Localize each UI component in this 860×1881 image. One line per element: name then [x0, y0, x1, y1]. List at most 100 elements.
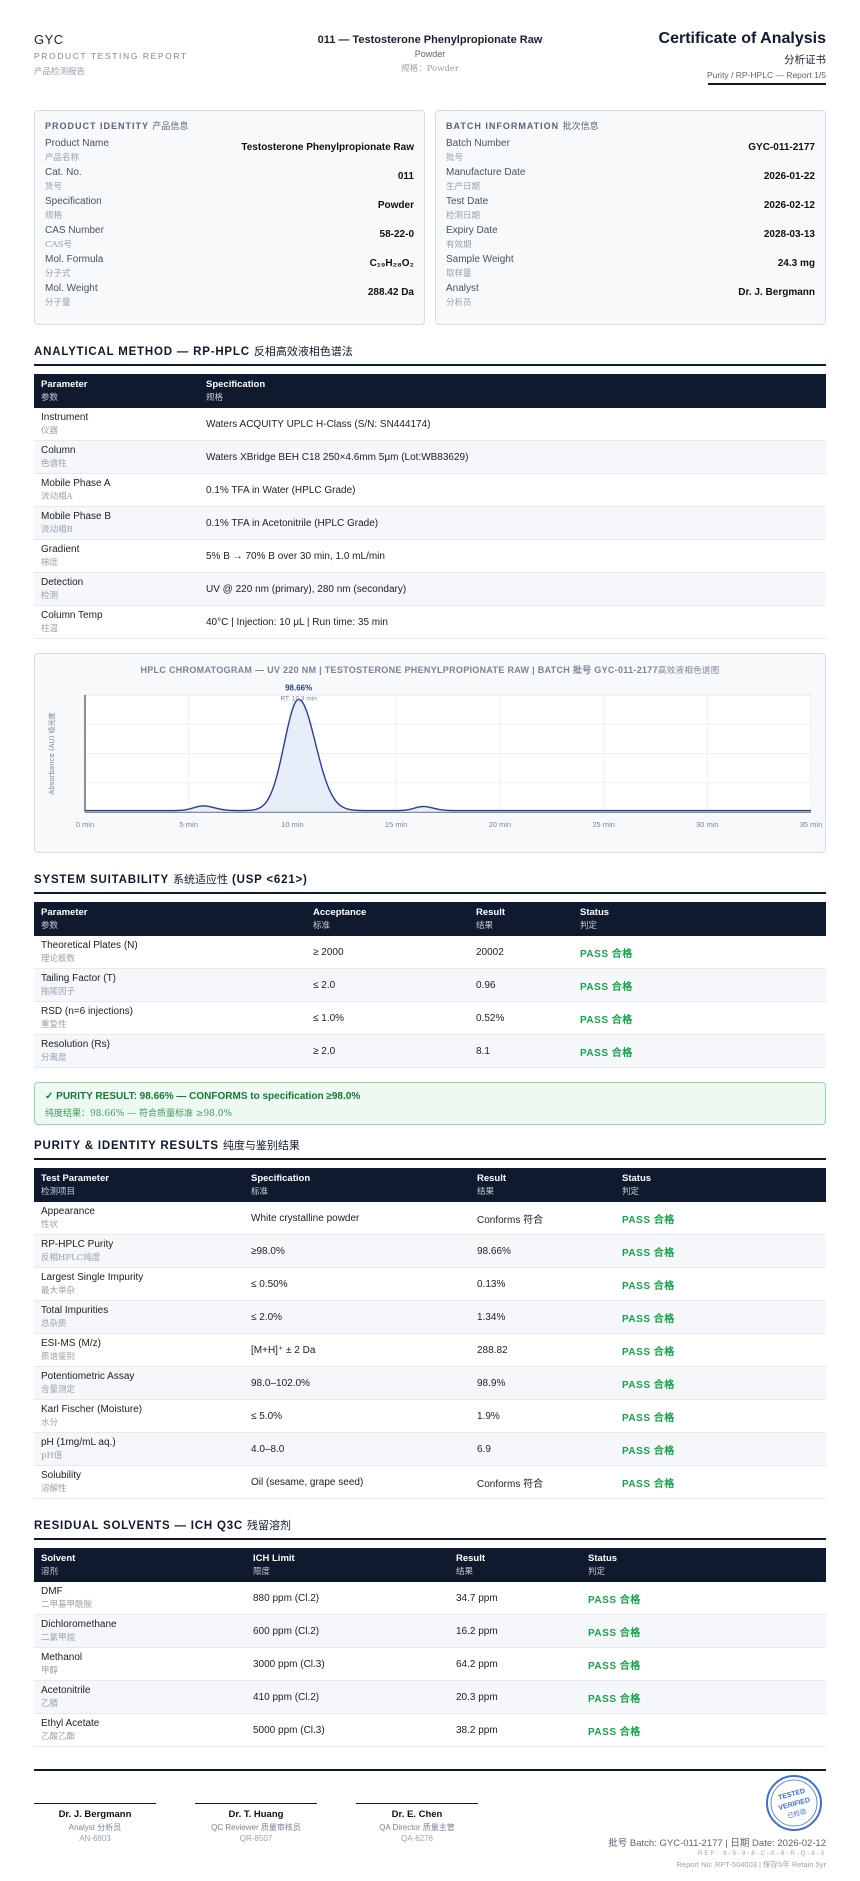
purity-result: 1.9% — [477, 1410, 500, 1422]
method-spec: 5% B → 70% B over 30 min, 1.0 mL/min — [206, 550, 385, 562]
suitability-result-cell: 0.96 — [469, 968, 573, 1002]
purity-result-cell: 1.34% — [470, 1300, 615, 1334]
method-row: Mobile Phase A 流动相A 0.1% TFA in Water (HPL… — [34, 473, 826, 507]
purity-param-cell: Karl Fischer (Moisture) 水分 — [34, 1399, 244, 1433]
purity-spec-cell: [M+H]⁺ ± 2 Da — [244, 1333, 470, 1367]
purity-param: ESI-MS (M/z) — [41, 1338, 101, 1349]
solvents-param-cell: DMF 二甲基甲酰胺 — [34, 1582, 246, 1615]
method-row: Column Temp 柱温 40°C | Injection: 10 μL | R… — [34, 605, 826, 639]
purity-table-body: Appearance 性状 White crystalline powder Conf… — [34, 1202, 826, 1499]
purity-spec-cell: ≥98.0% — [244, 1234, 470, 1268]
signer-name: Dr. J. Bergmann — [58, 1809, 132, 1820]
purity-result-cell: 98.66% — [470, 1234, 615, 1268]
solvents-status-cell: PASS 合格 — [581, 1614, 826, 1648]
batch-label: Batch Number — [446, 138, 510, 149]
solvents-title-zh: 残留溶剂 — [247, 1519, 292, 1532]
purity-param: Karl Fischer (Moisture) — [41, 1404, 143, 1415]
suitability-acceptance: ≥ 2.0 — [313, 1045, 336, 1057]
batch-row: Manufacture Date 生产日期 2026-01-22 — [446, 167, 815, 196]
suitability-result-cell: 8.1 — [469, 1034, 573, 1068]
method-row: Instrument 仪器 Waters ACQUITY UPLC H-Class … — [34, 408, 826, 441]
purity-param-cell: pH (1mg/mL aq.) pH值 — [34, 1432, 244, 1466]
method-title-en: ANALYTICAL METHOD — RP-HPLC — [34, 346, 250, 358]
solvents-param-zh: 乙腈 — [41, 1699, 59, 1709]
purity-param-cell: RP-HPLC Purity 反相HPLC纯度 — [34, 1234, 244, 1268]
suitability-param-cell: RSD (n=6 injections) 重复性 — [34, 1001, 306, 1035]
product-identity-panel: PRODUCT IDENTITY 产品信息 Product Name 产品名称 Te… — [34, 110, 425, 325]
purity-status: PASS 合格 — [622, 1379, 675, 1391]
purity-status: PASS 合格 — [622, 1247, 675, 1259]
solvents-status: PASS 合格 — [588, 1594, 641, 1606]
purity-row: Potentiometric Assay 含量测定 98.0–102.0% 98.9%… — [34, 1366, 826, 1400]
batch-label-zh: 批号 — [446, 153, 464, 163]
suitability-param-cell: Theoretical Plates (N) 理论板数 — [34, 936, 306, 969]
method-spec-cell: 40°C | Injection: 10 μL | Run time: 35 m… — [199, 605, 826, 639]
identity-label-zh: 产品名称 — [45, 153, 80, 163]
batch-label-block: Sample Weight 取样量 — [446, 254, 514, 279]
identity-value: Testosterone Phenylpropionate Raw — [241, 142, 414, 153]
product-form-zh: 规格：Powder — [401, 64, 459, 74]
signature-line — [195, 1803, 317, 1804]
x-tick-label: 10 min — [281, 820, 304, 829]
suitability-status-cell: PASS 合格 — [573, 1001, 826, 1035]
solvents-header-cell: ICH Limit 限度 — [246, 1548, 449, 1582]
report-header: GYC PRODUCT TESTING REPORT 产品检测报告 011 — … — [34, 0, 826, 110]
purity-result-line-zh: 纯度结果：98.66% — 符合质量标准 ≥98.0% — [45, 1109, 233, 1119]
purity-status: PASS 合格 — [622, 1280, 675, 1292]
purity-header-cell: Status 判定 — [615, 1168, 826, 1202]
identity-label-block: Product Name 产品名称 — [45, 138, 109, 163]
solvents-header-label-zh: 溶剂 — [41, 1567, 59, 1577]
batch-row: Test Date 检测日期 2026-02-12 — [446, 196, 815, 225]
solvents-row: Methanol 甲醇 3000 ppm (Cl.3) 64.2 ppm PASS 合格 — [34, 1647, 826, 1681]
solvents-result-cell: 16.2 ppm — [449, 1614, 581, 1648]
purity-header-cell: Result 结果 — [470, 1168, 615, 1202]
identity-row: Product Name 产品名称 Testosterone Phenylpropi… — [45, 138, 414, 167]
method-spec-cell: 5% B → 70% B over 30 min, 1.0 mL/min — [199, 539, 826, 573]
method-param-cell: Column 色谱柱 — [34, 440, 199, 474]
method-param-zh: 仪器 — [41, 426, 59, 436]
solvents-result-cell: 20.3 ppm — [449, 1680, 581, 1714]
method-title-zh: 反相高效液相色谱法 — [253, 345, 353, 358]
method-param-zh: 梯度 — [41, 558, 59, 568]
suitability-header-label-zh: 判定 — [580, 921, 598, 931]
purity-status-cell: PASS 合格 — [615, 1267, 826, 1301]
doc-title-zh: 分析证书 — [784, 54, 826, 66]
purity-result: 1.34% — [477, 1311, 506, 1323]
method-spec: 40°C | Injection: 10 μL | Run time: 35 m… — [206, 616, 388, 628]
purity-spec-cell: 98.0–102.0% — [244, 1366, 470, 1400]
y-axis-label: Absorbance (AU) 吸光度 — [47, 712, 56, 794]
identity-row: Specification 规格 Powder — [45, 196, 414, 225]
identity-label: Mol. Weight — [45, 283, 98, 294]
solvents-limit-cell: 600 ppm (Cl.2) — [246, 1614, 449, 1648]
purity-status: PASS 合格 — [622, 1214, 675, 1226]
suitability-result-cell: 0.52% — [469, 1001, 573, 1035]
purity-param: RP-HPLC Purity — [41, 1239, 114, 1250]
brand-block: GYC PRODUCT TESTING REPORT 产品检测报告 — [34, 32, 188, 77]
signer-id: AN-6803 — [79, 1834, 111, 1843]
purity-result: 98.66% — [477, 1245, 511, 1257]
solvents-header-cell: Result 结果 — [449, 1548, 581, 1582]
suitability-row: Tailing Factor (T) 拖尾因子 ≤ 2.0 0.96 PASS 合格 — [34, 968, 826, 1002]
batch-info-title-zh: 批次信息 — [562, 122, 599, 132]
batch-label: Analyst — [446, 283, 479, 294]
purity-param-zh: 性状 — [41, 1220, 59, 1230]
signer-name: Dr. E. Chen — [391, 1809, 443, 1820]
solvents-header-label-zh: 限度 — [253, 1567, 271, 1577]
suitability-header-label-zh: 标准 — [313, 921, 331, 931]
method-spec: UV @ 220 nm (primary), 280 nm (secondary… — [206, 583, 407, 595]
suitability-acceptance-cell: ≤ 2.0 — [306, 968, 469, 1002]
solvents-row: Ethyl Acetate 乙酸乙酯 5000 ppm (Cl.3) 38.2 ppm… — [34, 1713, 826, 1747]
solvents-status-cell: PASS 合格 — [581, 1582, 826, 1615]
purity-row: Largest Single Impurity 最大单杂 ≤ 0.50% 0.13% P… — [34, 1267, 826, 1301]
method-row: Column 色谱柱 Waters XBridge BEH C18 250×4.6m… — [34, 440, 826, 474]
solvents-row: DMF 二甲基甲酰胺 880 ppm (Cl.2) 34.7 ppm PASS 合格 — [34, 1582, 826, 1615]
identity-row: Mol. Weight 分子量 288.42 Da — [45, 283, 414, 312]
purity-result: Conforms 符合 — [477, 1214, 544, 1226]
purity-header-label-zh: 判定 — [622, 1187, 640, 1197]
product-form: Powder — [414, 49, 446, 59]
suitability-header-label-zh: 结果 — [476, 921, 494, 931]
purity-status-cell: PASS 合格 — [615, 1465, 826, 1499]
suitability-status: PASS 合格 — [580, 1014, 633, 1026]
method-param-zh: 流动相B — [41, 525, 73, 535]
purity-result-cell: 1.9% — [470, 1399, 615, 1433]
